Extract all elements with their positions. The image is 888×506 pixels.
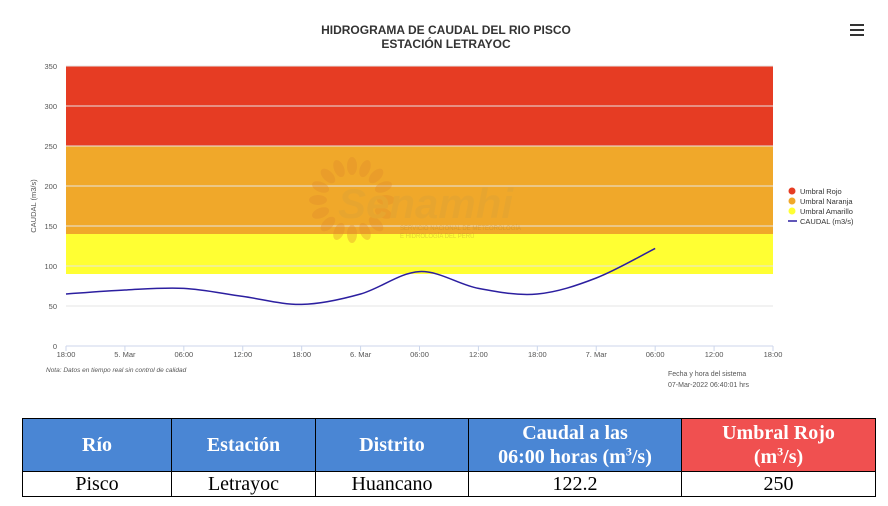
chart-title: HIDROGRAMA DE CAUDAL DEL RIO PISCO	[321, 23, 571, 37]
watermark-ray	[368, 168, 384, 184]
x-tick-label: 18:00	[528, 350, 547, 359]
watermark-subtext: E HIDROLOGÍA DEL PERÚ	[400, 233, 474, 240]
chart-note: Nota: Datos en tiempo real sin control d…	[46, 367, 187, 374]
cell-estacion: Letrayoc	[171, 471, 316, 497]
y-tick-label: 100	[44, 262, 57, 271]
threshold-band	[66, 146, 773, 234]
chart-container: HIDROGRAMA DE CAUDAL DEL RIO PISCO ESTACI…	[29, 23, 864, 389]
x-tick-label: 6. Mar	[350, 350, 372, 359]
footer-label: Fecha y hora del sistema	[668, 371, 746, 378]
hamburger-menu-icon[interactable]	[850, 24, 864, 36]
y-tick-label: 350	[44, 62, 57, 71]
watermark-ray	[359, 222, 371, 240]
table-row: Pisco Letrayoc Huancano 122.2 250	[22, 471, 876, 497]
legend-marker	[788, 187, 796, 195]
watermark-ray	[374, 207, 392, 219]
watermark-ray	[320, 216, 336, 232]
watermark-ray	[347, 225, 357, 243]
menu-line	[850, 24, 864, 26]
hydrograph-chart: HIDROGRAMA DE CAUDAL DEL RIO PISCOESTACI…	[29, 23, 854, 389]
x-tick-label: 06:00	[410, 350, 429, 359]
watermark-ray	[312, 181, 330, 193]
x-tick-label: 7. Mar	[586, 350, 608, 359]
header-caudal: Caudal a las 06:00 horas (m3/s)	[468, 418, 682, 472]
watermark-ray	[333, 222, 345, 240]
watermark-ray	[333, 160, 345, 178]
y-tick-label: 250	[44, 142, 57, 151]
cell-rio: Pisco	[22, 471, 172, 497]
y-tick-label: 300	[44, 102, 57, 111]
watermark-subtext: SERVICIO NACIONAL DE METEOROLOGÍA	[400, 225, 521, 232]
x-tick-label: 12:00	[705, 350, 724, 359]
x-tick-label: 12:00	[233, 350, 252, 359]
y-axis-label: CAUDAL (m3/s)	[29, 179, 38, 233]
y-tick-label: 0	[53, 342, 57, 351]
legend-item: Umbral Rojo	[800, 187, 842, 196]
x-tick-label: 18:00	[57, 350, 76, 359]
y-tick-label: 200	[44, 182, 57, 191]
footer-timestamp: 07-Mar-2022 06:40:01 hrs	[668, 382, 749, 389]
watermark-ray	[309, 195, 327, 205]
legend-item: Umbral Naranja	[800, 197, 853, 206]
watermark-text: Senamhi	[338, 180, 514, 227]
header-umbral-rojo: Umbral Rojo (m3/s)	[681, 418, 876, 472]
x-tick-label: 06:00	[174, 350, 193, 359]
watermark-ray	[347, 157, 357, 175]
x-tick-label: 5. Mar	[114, 350, 136, 359]
caudal-series-line	[65, 247, 656, 306]
header-estacion: Estación	[171, 418, 316, 472]
y-tick-label: 50	[49, 302, 57, 311]
legend-item: Umbral Amarillo	[800, 207, 853, 216]
menu-line	[850, 34, 864, 36]
cell-caudal: 122.2	[468, 471, 682, 497]
watermark-ray	[359, 160, 371, 178]
threshold-band	[66, 234, 773, 274]
menu-line	[850, 29, 864, 31]
header-rio: Río	[22, 418, 172, 472]
x-tick-label: 18:00	[764, 350, 783, 359]
legend-marker	[788, 197, 796, 205]
table-header-row: Río Estación Distrito Caudal a las 06:00 …	[22, 418, 876, 472]
chart-subtitle: ESTACIÓN LETRAYOC	[381, 36, 511, 51]
legend-item: CAUDAL (m3/s)	[800, 217, 854, 226]
watermark-ray	[312, 207, 330, 219]
cell-distrito: Huancano	[315, 471, 469, 497]
summary-table: Río Estación Distrito Caudal a las 06:00 …	[22, 418, 876, 497]
watermark-ray	[374, 181, 392, 193]
cell-umbral-rojo: 250	[681, 471, 876, 497]
y-tick-label: 150	[44, 222, 57, 231]
watermark-ray	[377, 195, 395, 205]
x-tick-label: 06:00	[646, 350, 665, 359]
header-distrito: Distrito	[315, 418, 469, 472]
x-tick-label: 18:00	[292, 350, 311, 359]
x-tick-label: 12:00	[469, 350, 488, 359]
legend-marker	[788, 207, 796, 215]
watermark-ray	[320, 168, 336, 184]
watermark-ray	[368, 216, 384, 232]
